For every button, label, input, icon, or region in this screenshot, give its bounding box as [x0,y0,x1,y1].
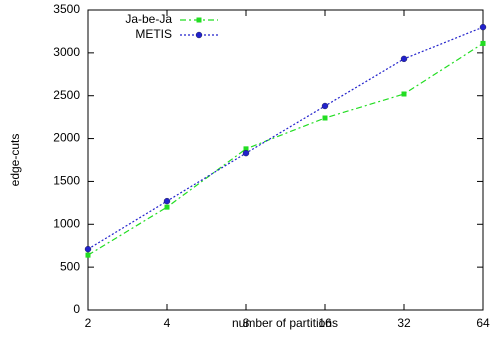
y-tick-label: 1500 [53,174,80,188]
y-axis-label: edge-cuts [8,134,22,187]
x-tick-label: 8 [243,316,250,330]
x-axis-label: number of partitions [232,316,338,330]
marker [480,40,486,46]
marker [243,146,249,152]
x-tick-label: 32 [397,316,411,330]
y-tick-label: 2500 [53,88,80,102]
marker [401,91,407,97]
y-tick-label: 3500 [53,2,80,16]
y-tick-label: 0 [73,302,80,316]
series-line [87,26,484,250]
x-tick-label: 2 [85,316,92,330]
y-tick-label: 1000 [53,216,80,230]
y-tick-label: 2000 [53,131,80,145]
marker [84,245,92,253]
legend-label: METIS [135,27,172,41]
marker [242,149,250,157]
x-tick-label: 16 [318,316,332,330]
y-tick-label: 500 [60,259,80,273]
x-tick-label: 4 [164,316,171,330]
legend-label: Ja-be-Ja [125,12,172,26]
marker [479,23,487,31]
series-line [87,42,484,256]
plot-frame [87,9,484,311]
marker [85,252,91,258]
x-tick-label: 64 [476,316,490,330]
y-tick-label: 3000 [53,45,80,59]
marker [400,55,408,63]
marker [164,204,170,210]
marker [322,115,328,121]
marker [196,17,202,23]
marker [163,197,171,205]
marker [195,31,203,39]
marker [321,102,329,110]
